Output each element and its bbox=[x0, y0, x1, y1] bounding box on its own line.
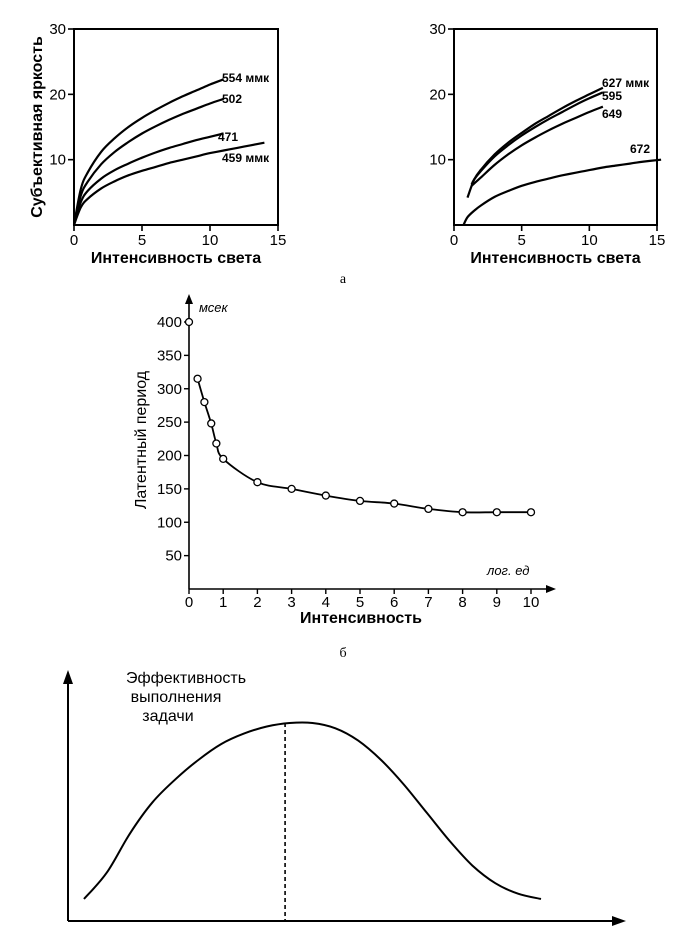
series-line bbox=[72, 97, 224, 226]
series-label: 672 bbox=[630, 142, 650, 156]
panel-label-a: а bbox=[340, 272, 347, 287]
x-tick-label: 10 bbox=[581, 232, 598, 249]
y-tick-label: 50 bbox=[165, 548, 182, 565]
x-tick-label: 15 bbox=[649, 232, 666, 249]
plot-frame bbox=[73, 28, 279, 226]
series-label: 502 bbox=[222, 92, 242, 106]
x-tick-label: 8 bbox=[458, 594, 466, 611]
y-axis-label-line-2: выполнения bbox=[131, 689, 222, 706]
x-tick-label: 7 bbox=[424, 594, 432, 611]
x-axis-unit: лог. ед bbox=[486, 563, 529, 578]
y-axis-unit: мсек bbox=[199, 300, 228, 315]
series-line bbox=[72, 132, 224, 226]
data-point bbox=[355, 496, 365, 506]
data-point bbox=[526, 508, 536, 517]
y-axis-label-line-3: задачи bbox=[142, 708, 193, 725]
y-axis-label: Латентный период bbox=[133, 370, 150, 509]
y-tick-label: 150 bbox=[157, 481, 182, 498]
y-tick-label: 350 bbox=[157, 347, 182, 364]
panel-label-b: б bbox=[339, 646, 346, 661]
x-tick-label: 6 bbox=[390, 594, 398, 611]
x-axis-label: Интенсивность света bbox=[91, 250, 261, 267]
x-tick-label: 9 bbox=[493, 594, 501, 611]
x-tick-label: 0 bbox=[70, 232, 78, 249]
series-line bbox=[470, 105, 604, 187]
series-label: 595 bbox=[602, 89, 622, 103]
data-point bbox=[492, 508, 501, 517]
x-axis-arrow bbox=[546, 585, 556, 593]
series-label: 554 ммк bbox=[222, 71, 270, 85]
chart-a-right: Интенсивность света 0 5 10 15 10 20 30 627 ммк5… bbox=[429, 21, 665, 267]
data-point bbox=[321, 491, 330, 500]
y-tick-label: 10 bbox=[49, 152, 66, 169]
data-point bbox=[212, 439, 221, 448]
y-tick-label: 400 bbox=[157, 314, 182, 331]
series-label: 459 ммк bbox=[222, 151, 270, 165]
series-line bbox=[470, 91, 604, 185]
data-point bbox=[253, 478, 262, 487]
x-tick-label: 10 bbox=[202, 232, 219, 249]
data-point bbox=[287, 484, 296, 494]
series-line bbox=[83, 721, 542, 900]
data-point bbox=[207, 419, 216, 428]
x-axis-arrow bbox=[612, 916, 626, 926]
x-tick-label: 0 bbox=[185, 594, 193, 611]
series-line bbox=[72, 141, 265, 226]
y-tick-label: 30 bbox=[429, 21, 446, 38]
x-tick-label: 5 bbox=[356, 594, 364, 611]
series-line bbox=[462, 158, 662, 226]
y-tick-label: 300 bbox=[157, 381, 182, 398]
y-axis-label: Субъективная яркость bbox=[29, 36, 46, 218]
series-label: 649 bbox=[602, 107, 622, 121]
x-tick-label: 1 bbox=[219, 594, 227, 611]
chart-c: Эффективность выполнения задачи bbox=[63, 670, 626, 926]
x-axis-label: Интенсивность света bbox=[470, 250, 640, 267]
y-axis-arrow bbox=[185, 294, 193, 304]
series-line bbox=[72, 78, 225, 226]
x-tick-label: 15 bbox=[270, 232, 287, 249]
series-line bbox=[196, 378, 531, 514]
x-tick-label: 5 bbox=[138, 232, 146, 249]
series-label: 471 bbox=[218, 130, 238, 144]
y-tick-label: 250 bbox=[157, 414, 182, 431]
data-point bbox=[458, 508, 467, 517]
series-label: 627 ммк bbox=[602, 76, 650, 90]
data-point bbox=[184, 317, 194, 327]
y-tick-label: 10 bbox=[429, 152, 446, 169]
y-tick-label: 200 bbox=[157, 448, 182, 465]
x-axis-label: Интенсивность bbox=[300, 610, 422, 627]
x-tick-label: 4 bbox=[322, 594, 330, 611]
x-tick-label: 10 bbox=[523, 594, 540, 611]
chart-b: Латентный период Интенсивность мсек лог.… bbox=[133, 294, 556, 627]
data-point bbox=[219, 454, 228, 463]
x-tick-label: 5 bbox=[517, 232, 525, 249]
y-tick-label: 20 bbox=[49, 86, 66, 103]
y-axis-label-line-1: Эффективность bbox=[126, 670, 246, 687]
y-tick-label: 20 bbox=[429, 86, 446, 103]
x-tick-label: 2 bbox=[253, 594, 261, 611]
data-point bbox=[200, 397, 209, 407]
data-point bbox=[424, 504, 433, 514]
x-tick-label: 3 bbox=[287, 594, 295, 611]
y-tick-label: 30 bbox=[49, 21, 66, 38]
plot-frame bbox=[453, 28, 658, 226]
y-axis-arrow bbox=[63, 670, 73, 684]
x-tick-label: 0 bbox=[450, 232, 458, 249]
chart-a-left: Субъективная яркость Интенсивность света… bbox=[29, 21, 286, 267]
y-tick-label: 100 bbox=[157, 514, 182, 531]
data-point bbox=[193, 374, 202, 383]
data-point bbox=[390, 499, 399, 508]
